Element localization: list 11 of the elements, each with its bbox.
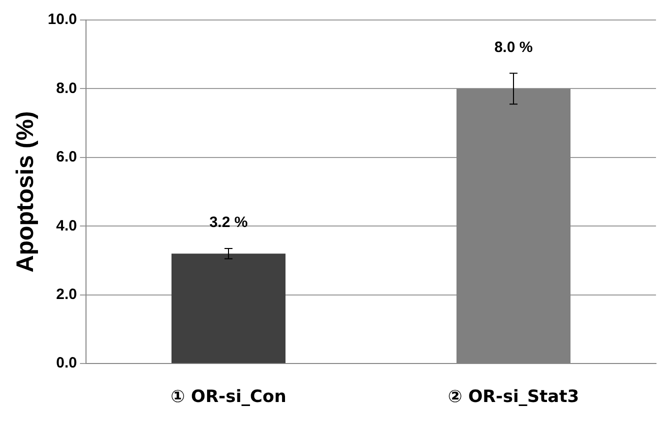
y-tick-label: 0.0 xyxy=(56,354,77,372)
y-axis-title: Apoptosis (%) xyxy=(12,111,40,272)
y-tick-label: 4.0 xyxy=(56,217,77,234)
x-tick-label: ① OR-si_Con xyxy=(170,387,286,408)
x-tick-label: ② OR-si_Stat3 xyxy=(448,387,580,408)
y-tick-label: 6.0 xyxy=(56,148,77,166)
data-label: 3.2 % xyxy=(209,214,248,232)
data-label: 8.0 % xyxy=(494,38,533,56)
y-tick-label: 8.0 xyxy=(56,80,77,97)
y-tick-label: 2.0 xyxy=(56,286,77,304)
y-tick-label: 10.0 xyxy=(48,11,77,28)
